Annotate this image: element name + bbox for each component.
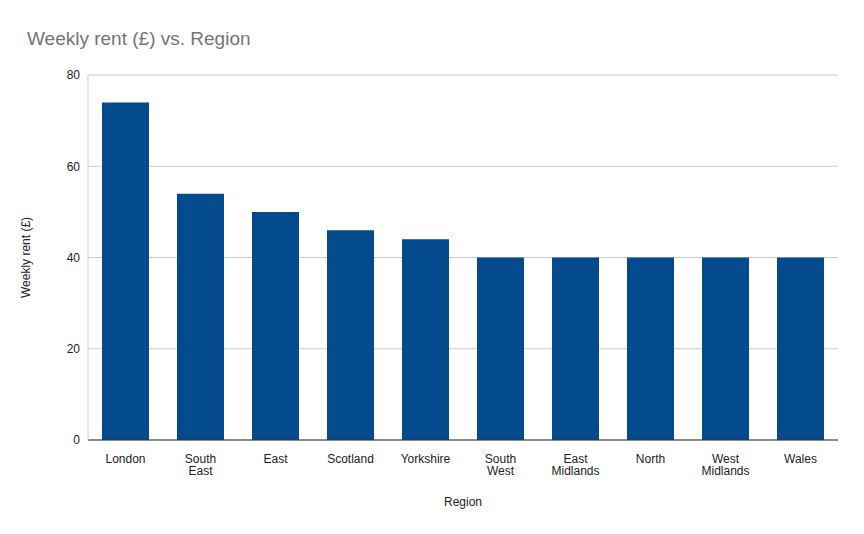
svg-text:Region: Region — [444, 495, 482, 509]
svg-text:Scotland: Scotland — [327, 452, 374, 466]
svg-text:80: 80 — [67, 68, 81, 82]
svg-text:SouthEast: SouthEast — [185, 452, 216, 478]
svg-text:East: East — [263, 452, 288, 466]
svg-text:SouthWest: SouthWest — [485, 452, 516, 478]
svg-text:London: London — [105, 452, 145, 466]
html-text:Weekly rent (£) vs. Region: Weekly rent (£) vs. Region — [27, 28, 251, 49]
svg-text:Wales: Wales — [784, 452, 817, 466]
svg-text:60: 60 — [67, 160, 81, 174]
svg-text:20: 20 — [67, 342, 81, 356]
svg-text:Yorkshire: Yorkshire — [401, 452, 451, 466]
svg-text:North: North — [636, 452, 665, 466]
svg-text:40: 40 — [67, 251, 81, 265]
svg-text:WestMidlands: WestMidlands — [701, 452, 749, 478]
svg-text:0: 0 — [73, 433, 80, 447]
svg-text:EastMidlands: EastMidlands — [551, 452, 599, 478]
svg-text:Weekly rent (£): Weekly rent (£) — [19, 217, 33, 298]
